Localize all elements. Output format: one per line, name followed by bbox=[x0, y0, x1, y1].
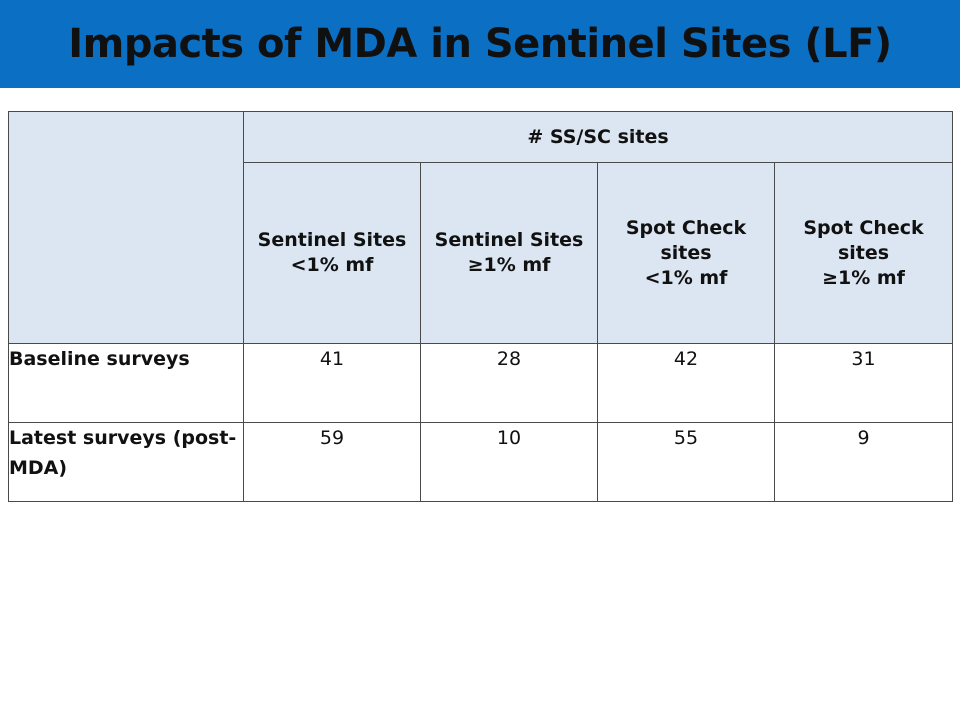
column-header-line: ≥1% mf bbox=[467, 254, 551, 276]
column-header-line: ≥1% mf bbox=[822, 266, 905, 289]
table-cell: 55 bbox=[597, 422, 775, 502]
header-row-columns: Sentinel Sites <1% mf Sentinel Sites ≥1%… bbox=[9, 162, 954, 344]
column-header-sc-below-1: Spot Check sites <1% mf bbox=[597, 162, 775, 344]
table-cell: 10 bbox=[420, 422, 598, 502]
column-header-line: <1% mf bbox=[644, 266, 728, 289]
table-cell: 42 bbox=[597, 343, 775, 423]
column-header-sc-above-1: Spot Check sites ≥1% mf bbox=[773, 162, 954, 344]
row-label: Latest surveys (post-MDA) bbox=[8, 422, 244, 502]
table-row-baseline: Baseline surveys 41 28 42 31 bbox=[8, 343, 954, 423]
slide-title: Impacts of MDA in Sentinel Sites (LF) bbox=[68, 21, 892, 67]
table-cell: 31 bbox=[773, 343, 954, 423]
column-header-ss-above-1: Sentinel Sites ≥1% mf bbox=[420, 162, 598, 344]
column-header-line: Sentinel Sites bbox=[257, 229, 407, 251]
table-cell: 41 bbox=[243, 343, 421, 423]
column-header-line: sites bbox=[660, 241, 712, 264]
table-cell: 59 bbox=[243, 422, 421, 502]
table-row-latest: Latest surveys (post-MDA) 59 10 55 9 bbox=[8, 422, 954, 502]
results-table: # SS/SC sites Sentinel Sites <1% mf Sent… bbox=[8, 111, 954, 502]
table-cell: 28 bbox=[420, 343, 598, 423]
header-row-group: # SS/SC sites bbox=[8, 111, 954, 344]
group-header: # SS/SC sites bbox=[242, 111, 954, 163]
row-label: Baseline surveys bbox=[8, 343, 244, 423]
title-bar: Impacts of MDA in Sentinel Sites (LF) bbox=[0, 0, 960, 88]
column-header-line: <1% mf bbox=[290, 254, 374, 276]
column-header-line: sites bbox=[837, 241, 890, 264]
column-header-line: Spot Check bbox=[803, 216, 924, 239]
column-header-ss-below-1: Sentinel Sites <1% mf bbox=[243, 162, 421, 344]
corner-cell bbox=[8, 111, 244, 344]
column-header-line: Sentinel Sites bbox=[434, 229, 584, 251]
column-header-line: Spot Check bbox=[625, 216, 747, 239]
table-cell: 9 bbox=[773, 422, 954, 502]
